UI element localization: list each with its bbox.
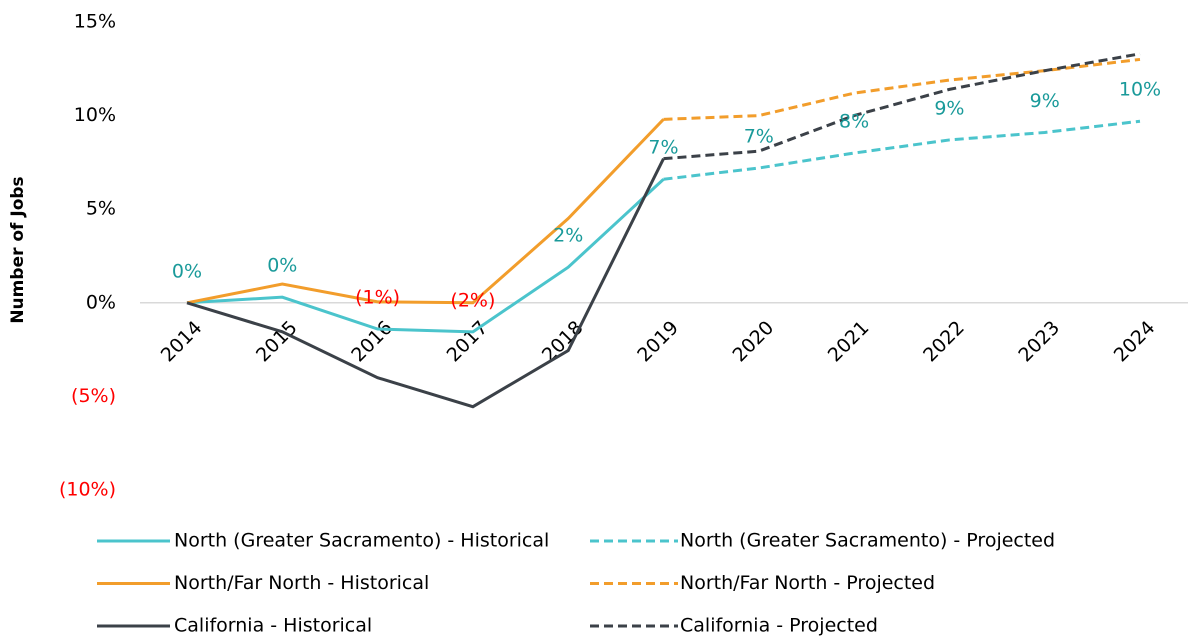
data-label: (2%)	[450, 289, 495, 311]
series-line	[663, 119, 1141, 181]
x-tick-label: 2024	[1110, 317, 1160, 367]
y-tick-label: 5%	[86, 198, 116, 220]
legend-label: North/Far North - Projected	[680, 572, 935, 594]
data-label: 9%	[1030, 90, 1060, 112]
x-tick-label: 2014	[157, 317, 207, 367]
legend-label: California - Projected	[680, 615, 878, 637]
data-label: 7%	[648, 137, 678, 159]
x-tick-label: 2019	[633, 317, 683, 367]
y-tick-label: 10%	[74, 104, 116, 126]
y-tick-label: (10%)	[59, 479, 116, 501]
x-tick-label: 2021	[824, 317, 874, 367]
series-line	[186, 178, 665, 334]
data-label: 2%	[553, 225, 583, 247]
series-line	[186, 157, 665, 409]
y-tick-label: (5%)	[71, 385, 116, 407]
data-label: 10%	[1119, 79, 1161, 101]
legend-label: North (Greater Sacramento) - Historical	[174, 530, 549, 552]
data-label: 7%	[744, 126, 774, 148]
data-label: 8%	[839, 111, 869, 133]
y-tick-label: 15%	[74, 11, 116, 33]
legend-label: California - Historical	[174, 615, 372, 637]
x-tick-label: 2022	[919, 317, 969, 367]
y-axis-title: Number of Jobs	[8, 176, 28, 323]
data-label: (1%)	[355, 287, 400, 309]
x-tick-label: 2020	[728, 317, 778, 367]
series-line	[663, 52, 1141, 161]
data-label: 0%	[267, 255, 297, 277]
legend-label: North (Greater Sacramento) - Projected	[680, 530, 1055, 552]
x-tick-label: 2016	[347, 317, 397, 367]
data-label: 0%	[172, 260, 202, 282]
data-label: 9%	[934, 97, 964, 119]
legend-label: North/Far North - Historical	[174, 572, 429, 594]
y-tick-label: 0%	[86, 291, 116, 313]
series-line	[663, 57, 1141, 121]
series-line	[186, 118, 665, 305]
x-tick-label: 2023	[1014, 317, 1064, 367]
